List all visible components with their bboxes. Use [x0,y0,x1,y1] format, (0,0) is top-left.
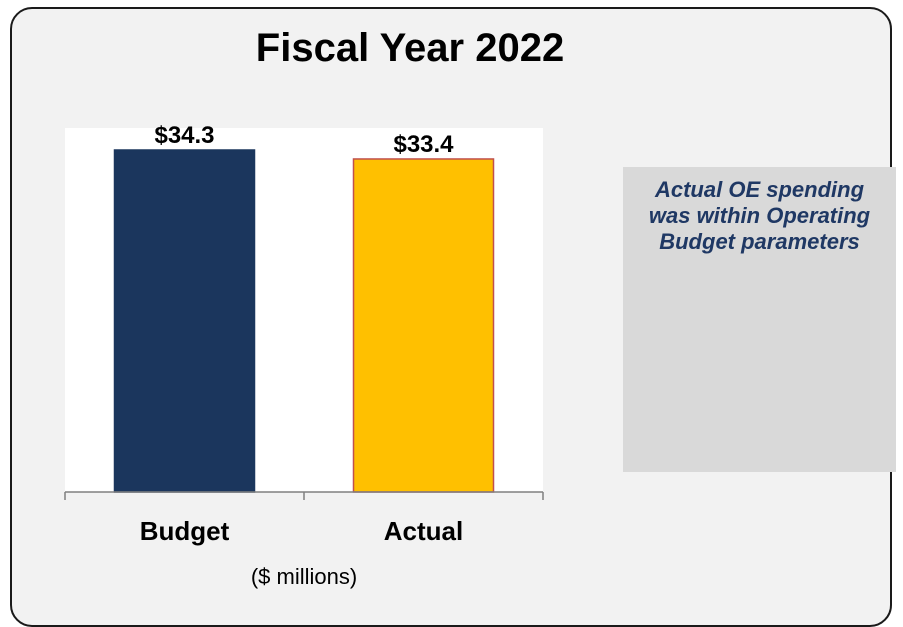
bars-group [113,149,495,493]
category-label-actual: Actual [384,516,463,546]
annotation-text: Actual OE spending was within Operating … [648,177,871,254]
labels-group: $34.3 Budget $33.4 Actual [140,122,464,546]
bar-budget [113,149,256,493]
data-label-budget: $34.3 [154,122,214,149]
category-label-budget: Budget [140,516,230,546]
data-label-actual: $33.4 [393,131,454,158]
bar-actual [352,158,495,493]
x-axis [64,491,544,500]
x-axis-label: ($ millions) [251,564,357,589]
annotation-box: Actual OE spending was within Operating … [623,167,896,472]
chart-title: Fiscal Year 2022 [255,26,565,70]
